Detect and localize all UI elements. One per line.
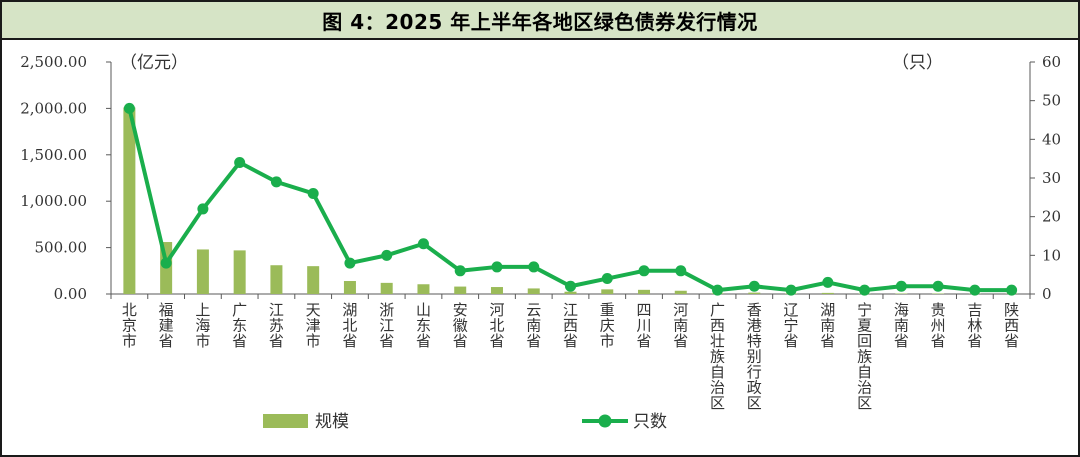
category-label-22: 海南省 [894,301,909,350]
count-point-5 [270,176,282,188]
category-label-13: 江西省 [563,301,578,350]
right-tick-label: 50 [1042,92,1061,110]
right-tick-label: 60 [1042,53,1061,71]
count-point-10 [454,265,466,277]
count-point-24 [969,284,981,296]
count-point-21 [859,284,871,296]
category-label-25: 陕西省 [1004,301,1019,350]
category-label-4: 广东省 [232,301,247,350]
category-label-8: 浙江省 [379,301,394,350]
category-label-24: 吉林省 [967,301,982,350]
count-point-2 [160,257,172,269]
count-series-line [127,107,1012,293]
right-axis-unit: （只） [892,53,943,73]
category-label-21: 宁夏回族自治区 [857,301,872,412]
category-label-1: 北京市 [122,301,137,350]
category-label-6: 天津市 [306,301,321,350]
count-point-13 [565,280,576,292]
legend-bar-swatch [263,414,308,428]
count-point-17 [712,284,724,296]
category-label-20: 湖南省 [820,301,835,350]
category-label-5: 江苏省 [269,301,284,350]
left-tick-label: 2,000.00 [20,99,87,117]
bar-11 [490,287,503,294]
category-label-14: 重庆市 [600,301,615,350]
bar-3 [196,249,209,294]
category-label-2: 福建省 [159,301,174,350]
bar-20 [821,292,834,294]
count-point-6 [307,187,319,199]
category-label-9: 山东省 [416,301,431,350]
bar-14 [601,289,614,294]
category-label-23: 贵州省 [931,301,946,350]
category-label-12: 云南省 [526,301,541,350]
bar-13 [564,291,577,294]
count-point-9 [417,238,429,250]
count-point-20 [822,276,834,288]
right-tick-label: 30 [1042,169,1061,187]
bar-16 [674,290,687,294]
bar-8 [380,282,393,294]
count-point-23 [932,280,944,292]
right-tick-label: 10 [1042,246,1061,264]
bar-9 [417,284,430,294]
legend-line-label: 只数 [633,412,667,432]
legend-line-marker [598,414,612,428]
bar-4 [233,250,246,294]
bar-10 [454,286,467,294]
count-point-8 [381,249,393,261]
bar-7 [343,281,356,294]
bar-18 [748,292,761,294]
right-tick-label: 20 [1042,208,1061,226]
left-tick-label: 2,500.00 [20,53,87,71]
category-label-3: 上海市 [195,301,210,350]
bar-1 [123,107,136,294]
count-point-16 [675,265,687,277]
count-point-4 [234,157,246,169]
category-label-16: 河南省 [673,301,688,350]
category-label-17: 广西壮族自治区 [710,301,725,412]
left-tick-label: 1,000.00 [20,192,87,210]
category-label-7: 湖北省 [342,301,357,350]
count-point-1 [123,102,135,114]
count-point-3 [197,203,209,215]
category-label-10: 安徽省 [453,301,468,350]
left-tick-label: 1,500.00 [20,146,87,164]
count-point-25 [1006,284,1018,296]
chart-title: 图 4：2025 年上半年各地区绿色债券发行情况 [322,9,758,34]
category-label-18: 香港特别行政区 [747,301,762,412]
count-point-12 [528,261,540,273]
bar-15 [638,289,651,294]
left-tick-label: 500.00 [35,239,88,257]
left-axis-unit: （亿元） [120,53,188,73]
category-label-19: 辽宁省 [784,301,799,350]
legend-bar-label: 规模 [315,412,349,432]
category-label-15: 四川省 [637,301,652,350]
count-point-14 [601,273,613,285]
count-point-18 [748,280,760,292]
title-bar: 图 4：2025 年上半年各地区绿色债券发行情况 [2,2,1078,40]
bar-5 [270,265,283,294]
count-point-11 [491,261,503,273]
right-tick-label: 0 [1042,285,1052,303]
count-point-15 [638,265,650,277]
bar-12 [527,288,540,294]
count-point-7 [344,257,356,269]
count-point-19 [785,284,797,296]
right-tick-label: 40 [1042,130,1061,148]
left-tick-label: 0.00 [54,285,87,303]
category-label-11: 河北省 [489,301,504,350]
bar-6 [307,266,320,294]
count-point-22 [895,280,907,292]
